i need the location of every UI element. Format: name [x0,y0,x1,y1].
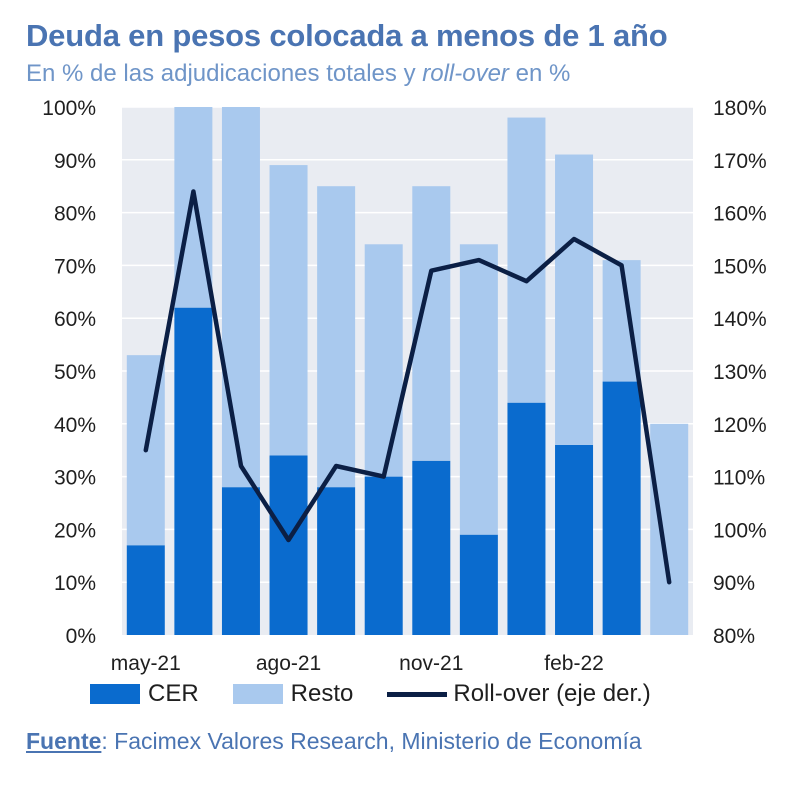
left-tick-label: 100% [42,97,96,120]
x-axis: may-21 ago-21 nov-21 feb-22 [111,652,604,675]
left-tick-label: 90% [54,150,96,173]
right-tick-label: 110% [713,467,765,490]
bar-cer [507,402,546,635]
x-tick-label: may-21 [111,652,181,675]
left-tick-label: 30% [54,467,96,490]
bar-cer [221,487,260,635]
right-tick-label: 170% [713,150,767,173]
legend-label-cer: CER [148,680,199,707]
source-note: Fuente: Facimex Valores Research, Minist… [26,728,642,755]
bar-cer [269,455,308,635]
legend-item-resto: Resto [232,680,354,708]
legend-swatch-resto [232,684,283,704]
bar-cer [602,381,641,635]
rollover-line [143,189,672,585]
left-axis: 0% 10% 20% 30% 40% 50% 60% 70% 80% 90% 100% [42,97,96,648]
bar-resto [269,165,308,456]
left-tick-label: 80% [54,203,96,226]
chart-title: Deuda en pesos colocada a menos de 1 año [26,18,668,53]
left-tick-label: 50% [54,361,96,384]
right-tick-label: 140% [713,308,767,331]
chart-subtitle: En % de las adjudicaciones totales y rol… [26,60,570,88]
bar-resto [459,244,498,535]
source-text: : Facimex Valores Research, Ministerio d… [101,728,642,754]
right-tick-label: 130% [713,361,767,384]
legend-item-rollover: Roll-over (eje der.) [387,680,651,708]
bar-resto [221,107,260,488]
left-tick-label: 10% [54,572,96,595]
right-tick-label: 80% [713,625,755,648]
right-tick-label: 120% [713,414,767,437]
bar-cer [555,444,594,635]
bar-cer [174,307,213,635]
source-label: Fuente [26,728,102,754]
subtitle-suffix: en % [508,60,571,87]
bar-cer [364,476,403,635]
debt-chart: 0% 10% 20% 30% 40% 50% 60% 70% 80% 90% 100% 80% 90%… [42,97,767,675]
left-tick-label: 40% [54,414,96,437]
bar-resto [555,154,594,445]
legend: CER Resto Roll-over (eje der.) [90,680,685,708]
right-axis: 80% 90% 100% 110% 120% 130% 140% 150% 160% 170% 18… [713,97,767,648]
legend-item-cer: CER [90,680,199,708]
legend-swatch-cer [90,684,140,704]
bar-resto [507,117,546,403]
left-tick-label: 70% [54,255,96,278]
bar-cer [317,487,356,635]
right-tick-label: 90% [713,572,755,595]
right-tick-label: 150% [713,255,767,278]
left-tick-label: 20% [54,519,96,542]
right-tick-label: 160% [713,203,767,226]
bar-cer [459,534,498,635]
bar-cer [126,545,165,635]
bar-resto [650,423,689,635]
bar-resto [317,186,356,488]
right-tick-label: 180% [713,97,767,120]
legend-label-rollover: Roll-over (eje der.) [453,680,651,707]
left-tick-label: 60% [54,308,96,331]
left-tick-label: 0% [66,625,96,648]
subtitle-prefix: En % de las adjudicaciones totales y [26,60,423,87]
x-tick-label: feb-22 [544,652,604,675]
legend-swatch-rollover [387,691,448,697]
rollover-line-group [143,189,672,585]
bars [126,107,689,635]
x-tick-label: nov-21 [399,652,463,675]
subtitle-emphasis: roll-over [422,60,509,87]
right-tick-label: 100% [713,519,767,542]
legend-label-resto: Resto [290,680,354,707]
bar-resto [364,244,403,477]
bar-cer [412,460,451,635]
x-tick-label: ago-21 [256,652,321,675]
